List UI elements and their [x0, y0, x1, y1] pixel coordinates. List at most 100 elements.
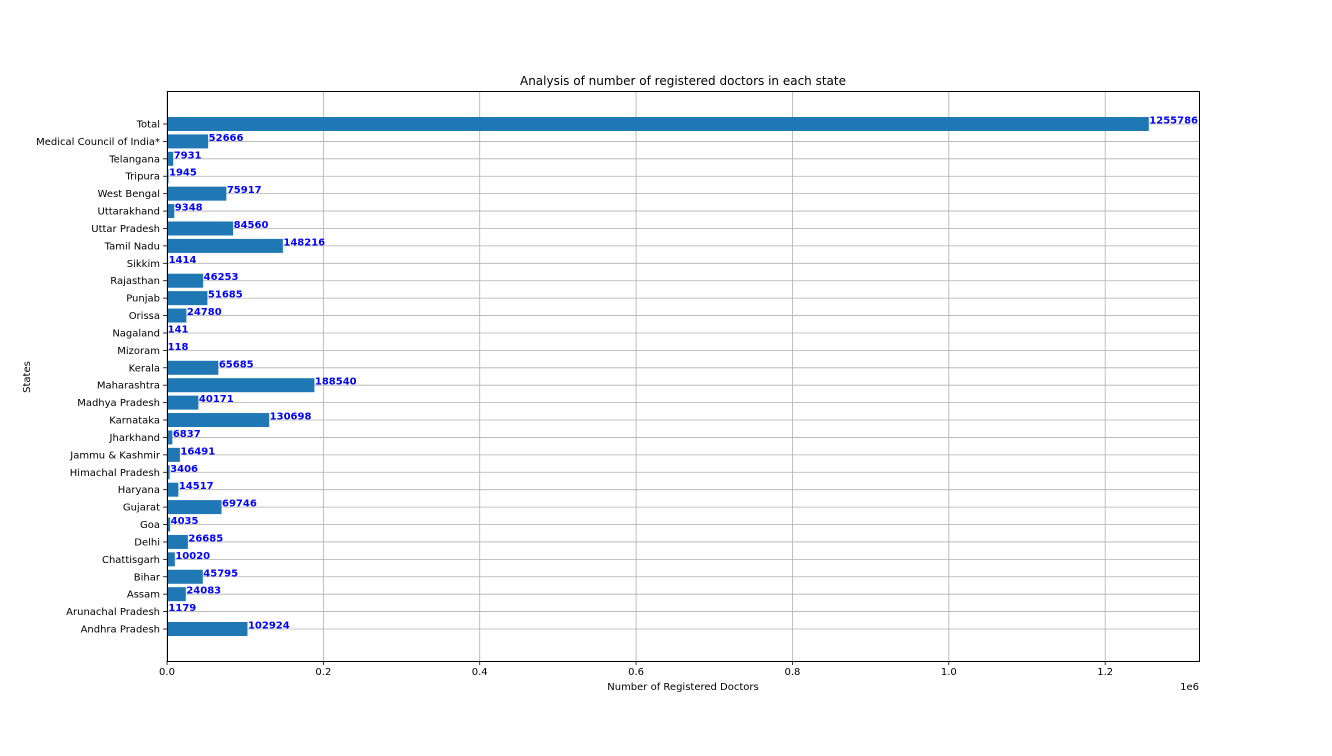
y-tick-label: Total: [136, 120, 160, 131]
y-tick-label: Orissa: [129, 311, 160, 322]
y-tick-label: Uttarakhand: [98, 207, 160, 218]
y-tick-label: Madhya Pradesh: [77, 398, 160, 409]
y-tick-label: Goa: [140, 520, 160, 531]
y-tick-label: Mizoram: [117, 346, 160, 357]
x-axis-offset-text: 1e6: [1180, 682, 1199, 693]
data-label: 16491: [180, 446, 215, 457]
data-label: 3406: [170, 464, 198, 475]
data-label: 24780: [187, 307, 222, 318]
y-tick-label: Kerala: [129, 363, 160, 374]
bar: [167, 186, 227, 201]
data-label: 1255786: [1149, 116, 1198, 127]
bar: [167, 308, 187, 323]
y-tick-label: Jammu & Kashmir: [69, 450, 161, 461]
y-tick-label: Nagaland: [112, 328, 160, 339]
data-label: 84560: [234, 220, 269, 231]
bar: [167, 500, 222, 515]
y-axis-ticks: Andhra Pradesh Arunachal Pradesh Assam Biha…: [36, 120, 167, 636]
bar: [167, 622, 248, 636]
data-label: 118: [168, 342, 189, 353]
bar: [167, 517, 171, 532]
y-tick-label: Telangana: [108, 154, 160, 165]
bar: [167, 151, 174, 166]
data-label: 141: [168, 324, 189, 335]
bar: [167, 569, 203, 584]
plot-frame: [167, 91, 1200, 662]
y-tick-label: Himachal Pradesh: [70, 468, 160, 479]
bar: [167, 360, 219, 375]
bar: [167, 430, 173, 445]
bar: [167, 587, 186, 602]
x-tick-label: 1.0: [941, 667, 957, 678]
y-tick-label: Maharashtra: [97, 381, 160, 392]
data-label: 4035: [171, 516, 199, 527]
bar: [167, 465, 170, 480]
y-tick-label: Medical Council of India*: [36, 137, 160, 148]
data-label: 9348: [175, 203, 203, 214]
data-label: 10020: [175, 551, 210, 562]
data-label: 188540: [315, 377, 357, 388]
y-tick-label: Punjab: [126, 294, 160, 305]
data-label: 69746: [222, 499, 257, 510]
bars: [167, 117, 1149, 636]
bar: [167, 413, 270, 428]
y-axis-label: States: [22, 361, 33, 393]
x-tick-label: 0.8: [785, 667, 801, 678]
data-label: 130698: [270, 412, 312, 423]
y-tick-label: Rajasthan: [110, 276, 160, 287]
bar: [167, 204, 175, 219]
y-tick-label: Haryana: [118, 485, 160, 496]
y-tick-label: Tamil Nadu: [104, 241, 160, 252]
data-labels: 102924 1179 24083 45795 10020 26685 4035 69746 1…: [168, 116, 1198, 632]
x-tick-label: 0.6: [628, 667, 644, 678]
bar: [167, 534, 188, 549]
data-label: 46253: [204, 272, 239, 283]
data-label: 51685: [208, 290, 243, 301]
bar: [167, 238, 283, 253]
data-label: 40171: [199, 394, 234, 405]
y-tick-label: Arunachal Pradesh: [66, 607, 160, 618]
data-label: 102924: [248, 621, 290, 632]
data-label: 65685: [219, 359, 254, 370]
y-tick-label: Chattisgarh: [102, 555, 160, 566]
x-tick-label: 0.0: [159, 667, 175, 678]
x-axis-label: Number of Registered Doctors: [607, 682, 758, 693]
data-label: 1179: [168, 603, 196, 614]
data-label: 148216: [283, 237, 325, 248]
bar: [167, 552, 175, 567]
data-label: 45795: [203, 568, 238, 579]
bar: [167, 395, 199, 410]
y-tick-label: Assam: [127, 590, 160, 601]
bar: [167, 221, 234, 236]
y-tick-label: Andhra Pradesh: [81, 625, 160, 636]
data-label: 14517: [179, 481, 214, 492]
bar: [167, 378, 315, 393]
bar: [167, 482, 179, 497]
y-tick-label: Gujarat: [123, 503, 160, 514]
data-label: 52666: [209, 133, 244, 144]
y-tick-label: Sikkim: [127, 259, 160, 270]
data-label: 24083: [186, 586, 221, 597]
bar: [167, 117, 1149, 131]
x-tick-label: 1.2: [1097, 667, 1113, 678]
data-label: 75917: [227, 185, 262, 196]
x-axis-ticks: 0.0 0.2 0.4 0.6 0.8 1.0 1.2: [159, 661, 1113, 678]
bar: [167, 291, 208, 306]
y-tick-label: Tripura: [125, 172, 160, 183]
y-tick-label: West Bengal: [98, 189, 160, 200]
x-tick-label: 0.4: [472, 667, 488, 678]
y-tick-label: Delhi: [134, 537, 160, 548]
data-label: 1945: [169, 168, 197, 179]
data-label: 7931: [174, 150, 202, 161]
data-label: 26685: [188, 533, 223, 544]
y-tick-label: Jharkhand: [109, 433, 160, 444]
x-tick-label: 0.2: [315, 667, 331, 678]
bar: [167, 273, 204, 288]
bar: [167, 447, 180, 462]
y-tick-label: Bihar: [134, 572, 161, 583]
y-tick-label: Karnataka: [109, 416, 160, 427]
y-tick-label: Uttar Pradesh: [91, 224, 160, 235]
bar: [167, 134, 209, 149]
data-label: 1414: [169, 255, 197, 266]
